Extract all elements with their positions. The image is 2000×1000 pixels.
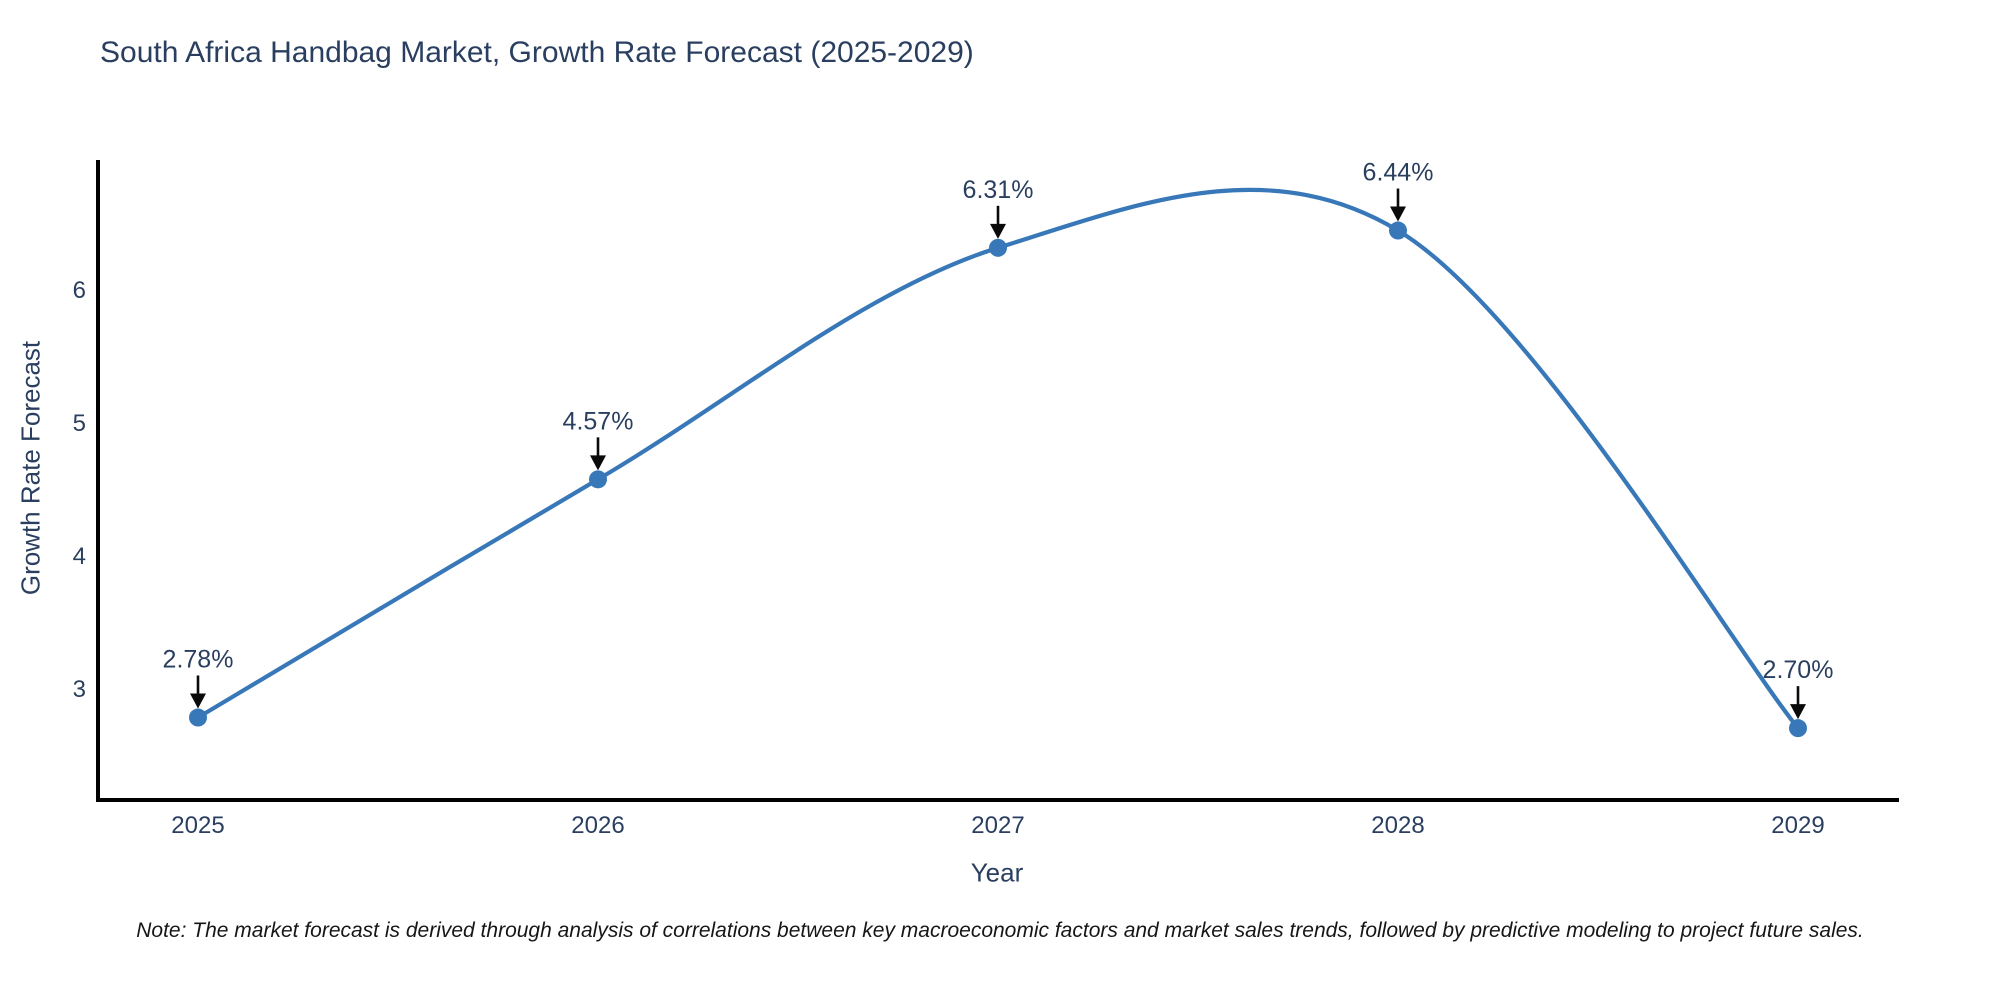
data-point-label: 2.78% xyxy=(163,646,234,674)
footnote: Note: The market forecast is derived thr… xyxy=(136,919,1864,942)
data-point-label: 6.31% xyxy=(963,176,1034,204)
chart-title: South Africa Handbag Market, Growth Rate… xyxy=(100,36,974,69)
data-point-marker xyxy=(989,238,1007,257)
annotation-arrowhead xyxy=(1390,206,1406,222)
x-tick-label: 2025 xyxy=(171,812,224,839)
annotation-arrowhead xyxy=(590,455,606,471)
data-point-label: 6.44% xyxy=(1363,159,1434,187)
annotation-arrowhead xyxy=(990,223,1006,239)
x-tick-label: 2029 xyxy=(1771,812,1824,839)
series-line xyxy=(195,187,1801,731)
y-tick-label: 3 xyxy=(73,676,86,703)
data-point-label: 2.70% xyxy=(1763,656,1834,684)
x-tick-label: 2026 xyxy=(571,812,624,839)
annotation-arrowhead xyxy=(190,693,206,709)
x-tick-label: 2027 xyxy=(971,812,1024,839)
annotation-arrowhead xyxy=(1790,704,1806,720)
data-point-marker xyxy=(589,470,607,489)
data-point-label: 4.57% xyxy=(563,407,634,435)
y-tick-label: 6 xyxy=(73,277,86,304)
data-point-marker xyxy=(1789,719,1807,738)
x-tick-label: 2028 xyxy=(1371,812,1424,839)
data-point-marker xyxy=(189,708,207,727)
y-tick-label: 5 xyxy=(73,410,86,437)
data-point-marker xyxy=(1389,221,1407,240)
y-axis-title: Growth Rate Forecast xyxy=(15,340,46,596)
y-tick-label: 4 xyxy=(73,543,86,570)
x-axis-title: Year xyxy=(970,857,1024,888)
